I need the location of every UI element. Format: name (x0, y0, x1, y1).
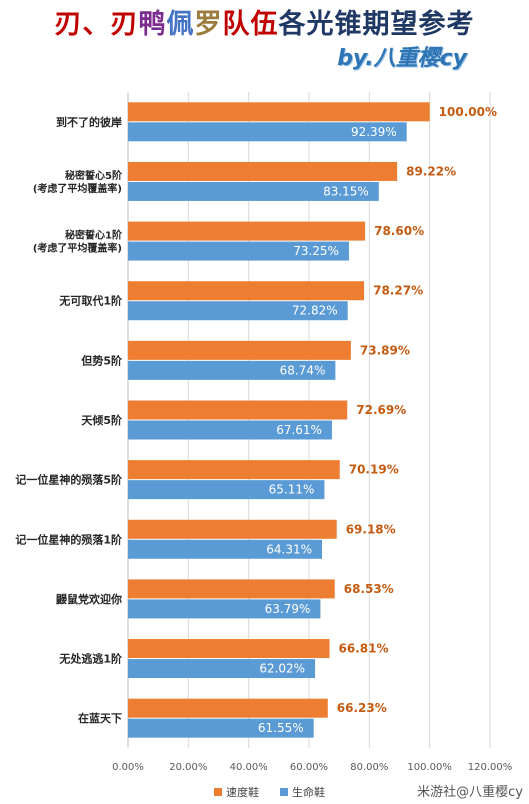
data-label: 70.19% (349, 463, 399, 477)
data-label: 61.55% (258, 721, 304, 735)
data-label: 92.39% (351, 125, 397, 139)
legend-label: 生命鞋 (292, 785, 325, 799)
bar-speed (128, 400, 348, 420)
data-label: 66.23% (337, 701, 387, 715)
title-segment: 刃、刃 (54, 9, 139, 40)
bar-hp (128, 718, 314, 738)
chart-title: 刃、刃鸭佩罗队伍各光锥期望参考 (0, 2, 529, 42)
title-segment: 罗 (194, 9, 223, 40)
category-label: 秘密誓心5阶 (65, 169, 123, 182)
data-label: 62.02% (259, 662, 305, 676)
bar-hp (128, 659, 316, 679)
data-label: 73.89% (360, 343, 410, 357)
bar-hp (128, 301, 348, 321)
bar-hp (128, 360, 336, 380)
x-tick-label: 100.00% (407, 762, 452, 773)
data-label: 78.60% (374, 224, 424, 238)
category-label: (考虑了平均覆盖率) (33, 182, 122, 195)
bar-hp (128, 122, 407, 142)
data-label: 78.27% (373, 284, 423, 298)
data-label: 68.53% (344, 582, 394, 596)
legend-swatch (280, 788, 288, 796)
category-label: 记一位星神的殒落1阶 (15, 532, 123, 546)
title-segment: 各光锥期望参考 (278, 9, 475, 40)
data-label: 72.69% (356, 403, 406, 417)
watermark: 米游社@八重樱cy (417, 785, 523, 800)
bar-speed (128, 579, 335, 599)
category-label: 但势5阶 (80, 353, 123, 367)
bar-speed (128, 460, 340, 480)
category-label: 无可取代1阶 (58, 294, 123, 308)
data-label: 100.00% (439, 105, 497, 119)
category-label: 记一位星神的殒落5阶 (15, 473, 123, 487)
bar-hp (128, 539, 323, 559)
chart-subtitle: by.八重樱cy (337, 46, 467, 71)
title-segment: 佩 (166, 9, 195, 40)
data-label: 66.81% (339, 642, 389, 656)
data-label: 68.74% (280, 363, 326, 377)
data-label: 83.15% (323, 184, 369, 198)
bar-hp (128, 480, 325, 500)
category-label: 鼹鼠党欢迎你 (55, 592, 122, 606)
bar-speed (128, 102, 430, 122)
bar-speed (128, 519, 337, 539)
bar-hp (128, 599, 321, 619)
bar-speed (128, 161, 398, 181)
data-label: 72.82% (292, 304, 338, 318)
bar-hp (128, 181, 379, 201)
category-label: 到不了的彼岸 (56, 115, 122, 129)
x-tick-label: 20.00% (169, 762, 207, 773)
bar-speed (128, 281, 365, 301)
bar-hp (128, 420, 332, 440)
category-label: 天倾5阶 (81, 413, 123, 427)
bar-speed (128, 340, 351, 360)
category-label: 无处逃逃1阶 (58, 652, 123, 666)
data-label: 67.61% (276, 423, 322, 437)
bar-hp (128, 241, 349, 261)
data-label: 89.22% (406, 164, 456, 178)
data-label: 65.11% (269, 483, 315, 497)
bar-speed (128, 698, 328, 718)
category-label: 秘密誓心1阶 (65, 229, 123, 242)
bar-speed (128, 639, 330, 659)
bar-speed (128, 221, 366, 241)
legend-label: 速度鞋 (226, 785, 259, 799)
data-label: 63.79% (265, 602, 311, 616)
x-tick-label: 40.00% (230, 762, 268, 773)
x-tick-label: 120.00% (468, 762, 513, 773)
title-segment: 队伍 (222, 9, 279, 40)
category-label: (考虑了平均覆盖率) (33, 242, 122, 255)
x-tick-label: 0.00% (112, 762, 144, 773)
legend-swatch (214, 788, 222, 796)
x-tick-label: 80.00% (350, 762, 388, 773)
category-label: 在蓝天下 (78, 711, 122, 725)
data-label: 73.25% (293, 244, 339, 258)
data-label: 69.18% (346, 522, 396, 536)
title-segment: 鸭 (138, 9, 167, 40)
data-label: 64.31% (266, 542, 312, 556)
x-tick-label: 60.00% (290, 762, 328, 773)
